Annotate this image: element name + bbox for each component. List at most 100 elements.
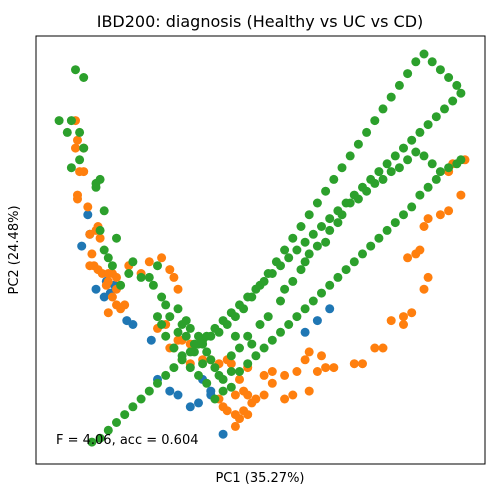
point-2-80: [407, 202, 417, 212]
point-2-13: [95, 225, 105, 235]
point-2-88: [341, 265, 351, 275]
point-2-42: [218, 374, 228, 384]
point-2-17: [107, 261, 117, 271]
point-2-175: [218, 316, 228, 326]
point-2-99: [251, 351, 261, 361]
point-2-45: [230, 331, 240, 341]
point-1-7: [73, 194, 82, 204]
point-2-106: [194, 370, 203, 380]
point-1-76: [435, 210, 445, 220]
point-1-96: [222, 406, 232, 416]
point-0-15: [194, 398, 203, 408]
point-2-152: [407, 135, 417, 145]
point-2-57: [312, 241, 322, 251]
point-1-62: [358, 359, 367, 369]
point-2-46: [235, 343, 244, 353]
point-2-185: [136, 394, 146, 404]
point-2-102: [226, 382, 236, 392]
point-2-109: [169, 343, 179, 353]
point-1-58: [312, 367, 322, 376]
point-1-64: [378, 343, 388, 353]
point-0-0: [83, 210, 93, 220]
point-2-155: [382, 159, 392, 169]
point-2-68: [394, 163, 404, 173]
point-2-10: [95, 174, 105, 184]
point-2-59: [325, 225, 335, 235]
point-0-19: [218, 429, 228, 439]
point-2-176: [210, 323, 220, 333]
point-1-27: [120, 300, 130, 310]
point-2-181: [169, 363, 179, 373]
point-1-11: [85, 229, 95, 239]
point-2-112: [181, 331, 191, 341]
point-2-162: [325, 214, 335, 224]
point-2-173: [235, 300, 244, 310]
point-0-22: [325, 304, 335, 314]
point-0-13: [173, 390, 183, 400]
point-1-21: [101, 280, 111, 290]
point-2-143: [435, 65, 445, 75]
point-1-88: [267, 378, 277, 388]
point-2-180: [177, 355, 187, 365]
point-1-25: [103, 308, 113, 318]
point-2-179: [185, 347, 195, 357]
point-0-3: [91, 284, 101, 294]
point-2-160: [341, 198, 351, 208]
point-1-1: [73, 135, 82, 145]
point-2-167: [284, 253, 294, 263]
point-1-49: [226, 359, 236, 369]
y-axis-label: PC2 (24.48%): [7, 205, 22, 294]
point-2-138: [394, 80, 404, 90]
point-2-140: [411, 57, 421, 67]
point-2-136: [378, 104, 388, 114]
point-2-174: [226, 308, 236, 318]
point-1-59: [321, 363, 331, 373]
point-2-182: [161, 370, 171, 380]
point-2-132: [345, 151, 355, 161]
point-0-2: [77, 241, 87, 251]
point-2-50: [263, 312, 273, 322]
point-2-39: [198, 359, 208, 369]
point-2-154: [390, 151, 400, 161]
point-1-35: [173, 284, 183, 294]
point-2-19: [124, 269, 134, 278]
point-2-189: [103, 425, 113, 435]
point-2-18: [116, 280, 126, 290]
point-2-87: [349, 257, 359, 267]
point-1-86: [251, 394, 261, 404]
point-2-142: [427, 57, 437, 67]
point-2-105: [202, 378, 212, 388]
point-2-73: [435, 167, 445, 177]
point-2-82: [390, 218, 400, 228]
point-2-177: [202, 331, 212, 341]
point-2-29: [165, 312, 175, 322]
point-1-73: [415, 245, 425, 255]
point-2-20: [128, 257, 138, 267]
point-2-156: [374, 167, 384, 177]
point-2-67: [386, 167, 396, 177]
point-2-96: [276, 327, 285, 337]
point-2-168: [276, 261, 285, 271]
point-2-171: [251, 284, 261, 294]
point-2-125: [288, 233, 298, 243]
point-2-187: [120, 410, 130, 420]
point-2-93: [300, 304, 310, 314]
point-2-58: [321, 237, 331, 247]
point-1-63: [370, 343, 380, 353]
point-2-33: [185, 323, 195, 333]
point-1-56: [304, 347, 314, 357]
point-2-128: [312, 198, 322, 208]
point-2-144: [444, 73, 454, 82]
point-2-4: [62, 127, 72, 137]
point-2-135: [370, 116, 380, 126]
point-2-110: [161, 331, 171, 341]
point-2-153: [399, 143, 408, 153]
point-2-130: [329, 174, 339, 184]
point-2-127: [304, 210, 314, 220]
point-2-91: [317, 288, 326, 298]
point-2-52: [280, 284, 290, 294]
point-2-81: [399, 210, 408, 220]
point-2-188: [112, 418, 121, 427]
point-1-65: [386, 316, 396, 326]
